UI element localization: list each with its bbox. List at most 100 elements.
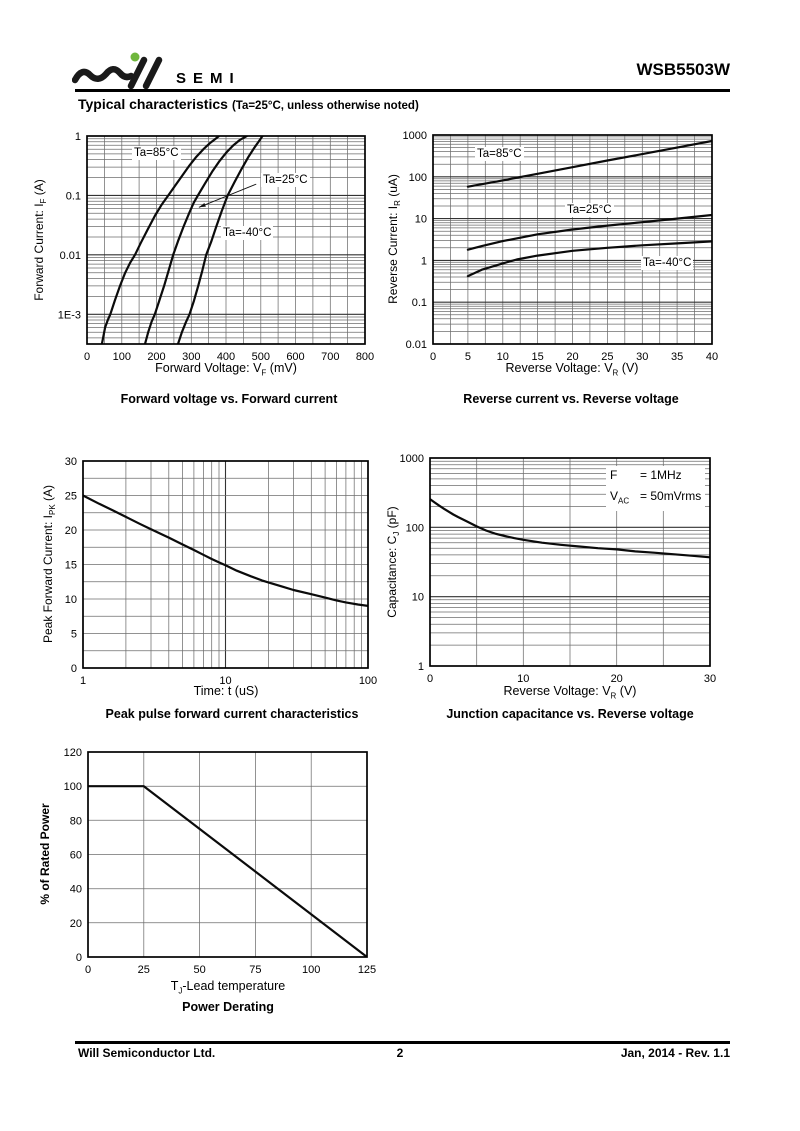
chart2-caption: Reverse current vs. Reverse voltage <box>463 392 679 406</box>
svg-text:20: 20 <box>611 673 623 685</box>
peak-pulse-current-chart: 1 10 100 0 5 10 15 20 25 30 <box>65 456 377 687</box>
svg-text:10: 10 <box>65 594 77 606</box>
chart1-caption: Forward voltage vs. Forward current <box>120 392 338 406</box>
svg-text:1000: 1000 <box>400 453 424 465</box>
svg-text:100: 100 <box>113 351 131 363</box>
footer-page-number: 2 <box>396 1046 404 1060</box>
svg-text:700: 700 <box>321 351 339 363</box>
chart1-y-axis-label: Forward Current: IF (A) <box>31 179 49 301</box>
svg-text:100: 100 <box>64 781 82 793</box>
chart2-label-85c: Ta=85°C <box>475 147 524 161</box>
logo-slash-2 <box>142 56 163 90</box>
svg-text:0: 0 <box>76 952 82 964</box>
svg-text:30: 30 <box>65 456 77 468</box>
chart2-x-axis-label: Reverse Voltage: VR (V) <box>505 361 639 378</box>
condition-name: F <box>610 468 618 482</box>
svg-text:5: 5 <box>71 629 77 641</box>
header-rule <box>75 89 730 92</box>
svg-text:20: 20 <box>70 918 82 930</box>
chart5-y-axis-label: % of Rated Power <box>37 803 52 905</box>
svg-text:1: 1 <box>421 255 427 267</box>
svg-text:25: 25 <box>138 964 150 976</box>
chart2-y-axis-label: Reverse Current: IR (uA) <box>385 174 403 304</box>
condition-value: = 50mVrms <box>640 489 702 504</box>
svg-text:100: 100 <box>302 964 320 976</box>
part-number: WSB5503W <box>636 60 730 79</box>
svg-text:600: 600 <box>286 351 304 363</box>
svg-text:1E-3: 1E-3 <box>58 309 81 321</box>
svg-text:0: 0 <box>427 673 433 685</box>
title-main: Typical characteristics <box>78 96 228 112</box>
svg-text:10: 10 <box>219 675 231 687</box>
chart2-label-25c: Ta=25°C <box>565 203 614 217</box>
svg-text:1000: 1000 <box>403 130 427 142</box>
svg-text:0.1: 0.1 <box>66 190 81 202</box>
chart1-label-85c: Ta=85°C <box>132 146 181 160</box>
svg-text:60: 60 <box>70 850 82 862</box>
svg-text:30: 30 <box>636 351 648 363</box>
svg-text:1: 1 <box>418 661 424 673</box>
svg-text:10: 10 <box>415 214 427 226</box>
svg-text:125: 125 <box>358 964 376 976</box>
footer-rule <box>75 1041 730 1044</box>
svg-text:0: 0 <box>84 351 90 363</box>
svg-text:0.01: 0.01 <box>60 250 81 262</box>
svg-text:0: 0 <box>430 351 436 363</box>
svg-text:100: 100 <box>409 172 427 184</box>
junction-capacitance-chart: 0 10 20 30 1000 100 10 1 <box>400 453 717 685</box>
svg-text:800: 800 <box>356 351 374 363</box>
svg-text:25: 25 <box>65 491 77 503</box>
chart5-caption: Power Derating <box>182 1000 274 1014</box>
chart5-x-axis-label: TJ-Lead temperature <box>170 979 286 996</box>
condition-name: VAC <box>610 489 630 506</box>
svg-text:500: 500 <box>252 351 270 363</box>
brand-wordmark: SEMI <box>176 70 241 87</box>
svg-text:120: 120 <box>64 747 82 759</box>
svg-text:10: 10 <box>497 351 509 363</box>
power-derating-chart: 0 25 50 75 100 125 0 20 40 60 80 100 120 <box>64 747 377 976</box>
svg-text:1: 1 <box>80 675 86 687</box>
title-note: (Ta=25°C, unless otherwise noted) <box>231 100 419 112</box>
footer-revision: Jan, 2014 - Rev. 1.1 <box>620 1046 730 1060</box>
chart3-x-axis-label: Time: t (uS) <box>193 684 259 698</box>
chart4-x-axis-label: Reverse Voltage: VR (V) <box>503 684 637 701</box>
svg-text:25: 25 <box>601 351 613 363</box>
svg-text:50: 50 <box>193 964 205 976</box>
svg-text:40: 40 <box>706 351 718 363</box>
chart3-y-axis-label: Peak Forward Current: IPK (A) <box>40 484 58 644</box>
svg-text:35: 35 <box>671 351 683 363</box>
logo-green-dot <box>130 52 140 62</box>
chart2-label-minus40c: Ta=-40°C <box>641 256 694 270</box>
logo-wave <box>72 66 135 84</box>
svg-text:75: 75 <box>249 964 261 976</box>
condition-value: = 1MHz <box>640 468 682 482</box>
chart4-caption: Junction capacitance vs. Reverse voltage <box>446 707 694 721</box>
svg-text:0.1: 0.1 <box>412 297 427 309</box>
chart4-y-axis-label: Capacitance: CJ (pF) <box>384 506 402 618</box>
svg-text:400: 400 <box>217 351 235 363</box>
svg-text:80: 80 <box>70 815 82 827</box>
svg-text:0.01: 0.01 <box>406 339 427 351</box>
svg-text:20: 20 <box>65 525 77 537</box>
svg-text:200: 200 <box>147 351 165 363</box>
reverse-current-chart: 0 5 10 15 20 25 30 35 40 1000 100 10 1 0.1 0.01 <box>403 130 719 363</box>
svg-text:10: 10 <box>412 592 424 604</box>
svg-text:300: 300 <box>182 351 200 363</box>
svg-text:0: 0 <box>85 964 91 976</box>
svg-text:5: 5 <box>465 351 471 363</box>
page-title: Typical characteristics (Ta=25°C, unless … <box>78 96 419 114</box>
chart1-x-axis-label: Forward Voltage: VF (mV) <box>155 361 297 378</box>
svg-text:30: 30 <box>704 673 716 685</box>
chart1-label-25c: Ta=25°C <box>261 173 310 187</box>
chart3-caption: Peak pulse forward current characteristi… <box>105 707 359 721</box>
svg-text:0: 0 <box>71 663 77 675</box>
logo-slash-1 <box>127 56 148 90</box>
chart4-test-conditions: F = 1MHz VAC = 50mVrms <box>606 466 706 511</box>
will-logo <box>72 52 163 90</box>
svg-text:15: 15 <box>531 351 543 363</box>
svg-text:100: 100 <box>359 675 377 687</box>
forward-voltage-chart: 0 100 200 300 400 500 600 700 800 1 0.1 0.01 1E-3 <box>58 131 374 363</box>
svg-text:100: 100 <box>406 522 424 534</box>
svg-text:40: 40 <box>70 884 82 896</box>
